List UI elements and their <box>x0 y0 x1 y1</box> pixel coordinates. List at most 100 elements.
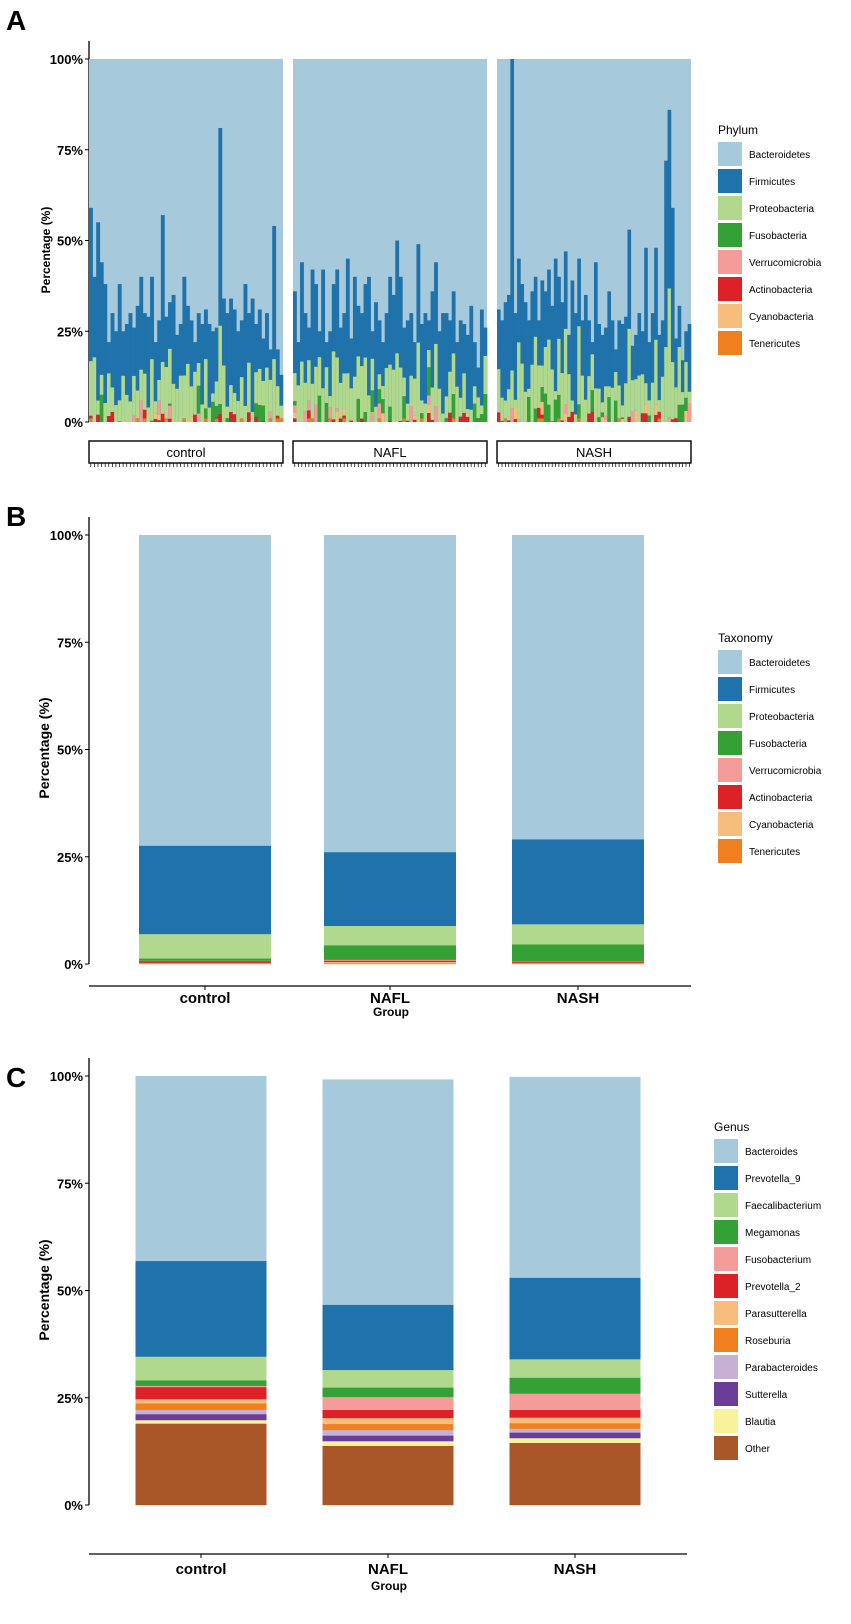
bar-a-nash-sample-firmicutes <box>594 262 598 422</box>
bar-c-nafl-prevotella-9 <box>322 1304 454 1371</box>
legend-c-label-prevotella-9: Prevotella_9 <box>745 1174 801 1185</box>
bar-a-control-sample-cyanobacteria <box>153 413 158 419</box>
bar-a-control-sample-firmicutes <box>232 309 237 422</box>
legend-c-swatch-prevotella-9 <box>714 1166 738 1190</box>
panel-a-phylum-per-sample: Percentage (%) 0% 25% 50% 75% 100% control NA… <box>39 41 822 467</box>
bar-a-nafl-sample-tenericutes <box>402 418 407 422</box>
bar-a-nash-sample-fusobacteria <box>600 412 605 418</box>
bar-b-nash-tenericutes <box>512 963 644 965</box>
bar-a-control-sample-firmicutes <box>225 313 230 422</box>
legend-c-swatch-blautia <box>714 1409 738 1433</box>
bar-a-control-sample-firmicutes <box>275 349 280 422</box>
bar-a-nafl-sample-proteobacteria <box>310 383 315 419</box>
bar-a-nash-sample-firmicutes <box>580 320 585 422</box>
bar-a-nash-sample-proteobacteria <box>657 400 662 412</box>
bar-a-nafl-sample-proteobacteria <box>419 400 424 414</box>
bar-a-nash-sample-proteobacteria <box>644 383 648 405</box>
bar-a-nash-sample-cyanobacteria <box>654 404 658 415</box>
bar-a-nash-sample-tenericutes <box>577 418 581 422</box>
bar-a-nafl-sample-fusobacteria <box>317 395 322 422</box>
bar-a-nash-sample-firmicutes <box>617 320 622 422</box>
legend-a-swatch-bacteroidetes <box>718 142 742 166</box>
panel-c-y-tick-label: 25% <box>57 1391 83 1406</box>
bar-a-control-sample-proteobacteria <box>232 393 237 415</box>
bar-a-nafl-sample-proteobacteria <box>483 355 488 395</box>
bar-c-control-blautia <box>135 1420 267 1424</box>
bar-a-nash-sample-firmicutes <box>634 334 638 422</box>
bar-a-control-sample-proteobacteria <box>254 372 259 404</box>
bar-a-nash-sample-proteobacteria <box>583 399 588 422</box>
bar-a-nafl-sample-proteobacteria <box>352 376 357 422</box>
panel-c-y-tick-label: 100% <box>50 1069 84 1084</box>
legend-c-swatch-other <box>714 1436 738 1460</box>
bar-a-control-sample-actinobacteria <box>193 414 198 422</box>
bar-b-nafl-verrucomicrobia <box>324 959 456 961</box>
bar-a-control-sample-proteobacteria <box>211 393 216 402</box>
bar-a-nash-sample-firmicutes <box>500 320 504 422</box>
bar-a-nash-sample-fusobacteria <box>597 417 601 422</box>
bar-a-nafl-sample-actinobacteria <box>307 410 311 419</box>
bar-a-control-sample-fusobacteria <box>254 403 259 417</box>
bar-a-nash-sample-actinobacteria <box>570 411 575 422</box>
bar-a-nafl-sample-proteobacteria <box>307 360 311 401</box>
panel-a-legend-title: Phylum <box>718 123 758 137</box>
bar-a-nash-sample-actinobacteria <box>560 420 565 422</box>
bar-a-nash-sample-actinobacteria <box>500 420 504 422</box>
bar-a-nafl-sample-actinobacteria <box>349 420 354 422</box>
bar-a-nafl-sample-proteobacteria <box>409 375 414 407</box>
bar-a-nafl-sample-firmicutes <box>444 313 449 422</box>
bar-a-nafl-sample-firmicutes <box>321 269 326 422</box>
bar-a-nafl-sample-fusobacteria <box>324 402 329 422</box>
bar-a-nash-sample-cyanobacteria <box>600 417 605 422</box>
bar-a-nash-sample-proteobacteria <box>553 391 558 400</box>
bar-c-control-parabacteroides <box>135 1409 267 1415</box>
panel-b-x-axis-title: Group <box>373 1005 409 1019</box>
bar-a-control-sample-proteobacteria <box>272 359 277 422</box>
panel-a-y-tick-label: 0% <box>64 415 83 430</box>
bar-a-nash-sample-proteobacteria <box>587 376 591 414</box>
bar-a-nafl-sample-proteobacteria <box>317 357 322 396</box>
bar-a-nash-sample-proteobacteria <box>580 375 585 422</box>
bar-a-control-sample-actinobacteria <box>275 415 280 419</box>
panel-b-y-tick-label: 25% <box>57 850 83 865</box>
bar-a-control-sample-fusobacteria <box>225 418 230 422</box>
bar-a-nafl-sample-actinobacteria <box>342 415 347 419</box>
bar-c-control-fusobacterium <box>135 1385 267 1388</box>
legend-b-label-verrucomicrobia: Verrucomicrobia <box>749 766 822 777</box>
bar-a-nafl-sample-fusobacteria <box>363 411 368 422</box>
bar-a-control-sample-firmicutes <box>135 305 140 422</box>
bar-a-nafl-sample-verrucomicrobia <box>427 395 431 405</box>
bar-a-nash-sample-fusobacteria <box>607 397 612 422</box>
bar-a-nash-sample-proteobacteria <box>520 363 525 422</box>
bar-a-control-sample-proteobacteria <box>221 365 226 422</box>
panel-c-bars <box>135 1076 641 1506</box>
legend-b-label-tenericutes: Tenericutes <box>749 847 800 858</box>
bar-a-control-sample-proteobacteria <box>214 381 219 406</box>
legend-c-swatch-parabacteroides <box>714 1355 738 1379</box>
bar-a-control-sample-firmicutes <box>243 284 248 422</box>
bar-a-nash-sample-firmicutes <box>674 338 678 422</box>
bar-a-control-sample-firmicutes <box>92 276 97 422</box>
bar-a-control-sample-tenericutes <box>135 418 140 422</box>
bar-a-nafl-sample-firmicutes <box>469 305 474 422</box>
bar-a-nafl-sample-fusobacteria <box>472 403 477 422</box>
bar-a-nafl-sample-firmicutes <box>462 323 467 422</box>
facet-strip-label-nash: NASH <box>576 445 612 460</box>
bar-a-control-sample-tenericutes <box>214 418 219 422</box>
bar-a-nash-sample-firmicutes <box>553 258 558 422</box>
bar-a-nash-sample-verrucomicrobia <box>687 403 692 422</box>
legend-c-label-prevotella-2: Prevotella_2 <box>745 1282 801 1293</box>
bar-a-nash-sample-firmicutes <box>627 229 632 422</box>
bar-a-nafl-sample-firmicutes <box>293 291 297 422</box>
bar-a-nash-sample-verrucomicrobia <box>510 408 515 422</box>
bar-a-nash-sample-fusobacteria <box>590 390 595 412</box>
bar-b-nafl-cyanobacteria <box>324 961 456 964</box>
bar-a-nash-sample-proteobacteria <box>594 388 598 422</box>
bar-a-nash-sample-verrucomicrobia <box>604 415 608 420</box>
legend-c-label-bacteroides: Bacteroides <box>745 1147 798 1158</box>
bar-a-control-sample-firmicutes <box>171 294 176 422</box>
bar-a-nafl-sample-proteobacteria <box>314 366 318 405</box>
panel-c-y-tick-label: 75% <box>57 1176 83 1191</box>
bar-a-control-sample-proteobacteria <box>106 373 111 417</box>
